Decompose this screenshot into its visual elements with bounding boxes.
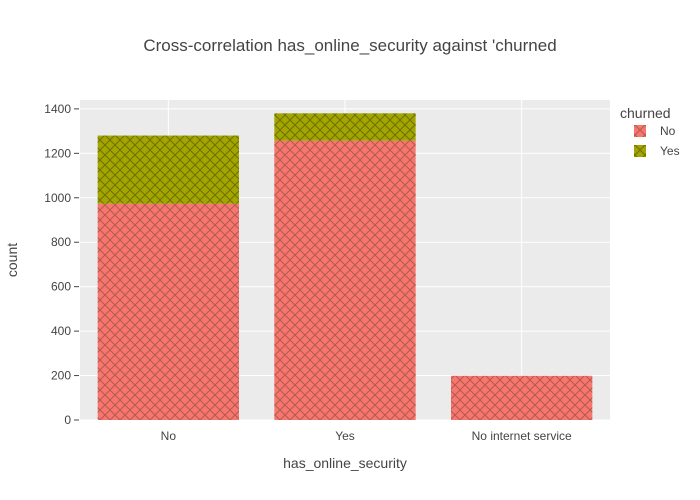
y-axis-ticks: 0 200 400 600 800 1000 1200 1400 xyxy=(44,102,79,427)
legend-label-no[interactable]: No xyxy=(660,124,676,138)
legend-swatch-no[interactable] xyxy=(634,125,646,137)
x-tick-label: No internet service xyxy=(472,429,572,443)
legend-title: churned xyxy=(620,105,671,121)
bars xyxy=(97,113,593,420)
bar-yes-1[interactable] xyxy=(274,113,416,141)
y-tick-label: 0 xyxy=(64,413,71,427)
y-axis-label: count xyxy=(4,243,20,277)
y-tick-label: 200 xyxy=(51,369,71,383)
legend: churned No Yes xyxy=(620,105,680,158)
x-tick-label: Yes xyxy=(335,429,355,443)
bar-no-1[interactable] xyxy=(274,140,416,420)
x-axis-ticks: No Yes No internet service xyxy=(161,429,572,443)
bar-no-0[interactable] xyxy=(97,203,240,420)
y-tick-label: 800 xyxy=(51,235,71,249)
bar-yes-0[interactable] xyxy=(97,135,240,204)
x-tick-label: No xyxy=(161,429,177,443)
legend-label-yes[interactable]: Yes xyxy=(660,144,680,158)
legend-swatch-yes[interactable] xyxy=(634,145,646,157)
y-tick-label: 600 xyxy=(51,280,71,294)
y-tick-label: 1200 xyxy=(44,146,71,160)
y-tick-label: 1400 xyxy=(44,102,71,116)
chart-title: Cross-correlation has_online_security ag… xyxy=(143,36,556,55)
y-tick-label: 400 xyxy=(51,324,71,338)
bar-no-2[interactable] xyxy=(451,375,593,420)
x-axis-label: has_online_security xyxy=(283,455,407,471)
y-tick-label: 1000 xyxy=(44,191,71,205)
